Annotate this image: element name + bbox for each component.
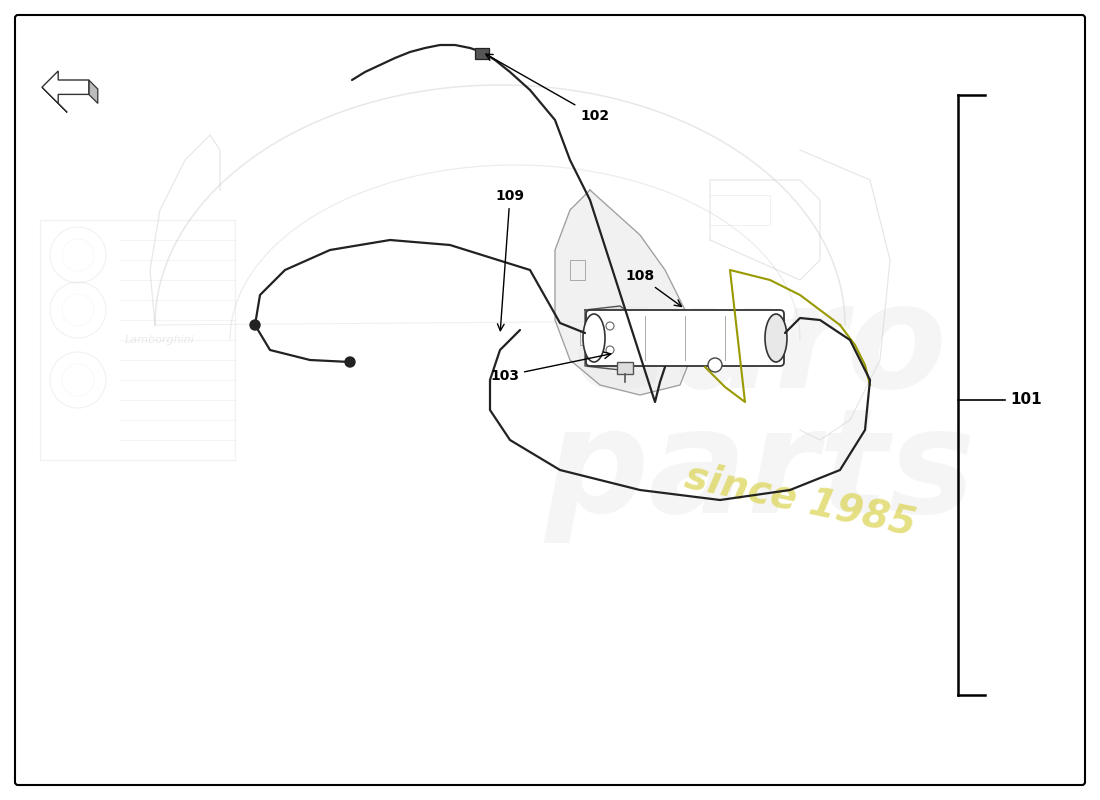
Text: 108: 108 <box>625 269 682 306</box>
Text: Lamborghini: Lamborghini <box>125 335 195 345</box>
Circle shape <box>250 320 260 330</box>
Text: since 1985: since 1985 <box>681 457 918 543</box>
Text: 109: 109 <box>495 189 525 330</box>
Polygon shape <box>556 190 690 395</box>
Circle shape <box>606 346 614 354</box>
Polygon shape <box>89 80 98 103</box>
Circle shape <box>345 357 355 367</box>
Circle shape <box>606 322 614 330</box>
Circle shape <box>708 358 722 372</box>
FancyBboxPatch shape <box>586 310 784 366</box>
Text: euro
parts: euro parts <box>544 278 976 542</box>
Text: 101: 101 <box>1010 393 1042 407</box>
Bar <box>617 362 632 374</box>
Bar <box>475 48 490 59</box>
Polygon shape <box>42 87 67 112</box>
Polygon shape <box>42 71 89 103</box>
Text: 102: 102 <box>486 54 609 123</box>
Ellipse shape <box>764 314 786 362</box>
Polygon shape <box>585 306 640 370</box>
Text: 103: 103 <box>490 352 610 383</box>
Ellipse shape <box>583 314 605 362</box>
